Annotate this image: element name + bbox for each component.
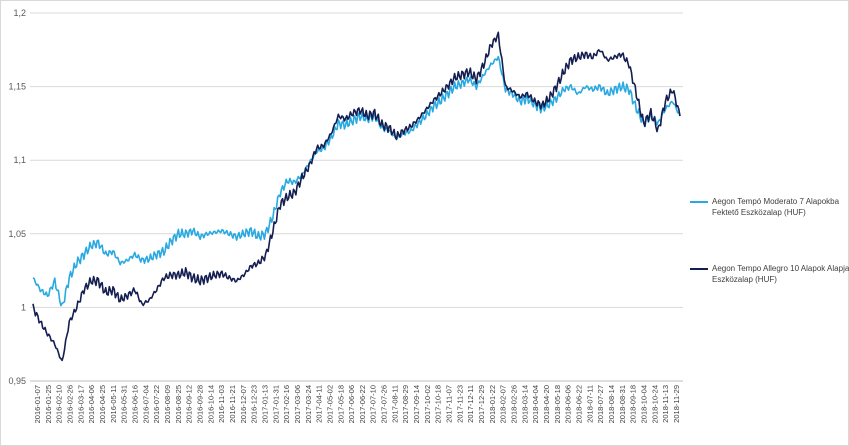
x-tick-label: 2017-03-24 xyxy=(304,385,313,423)
x-tick-label: 2016-12-23 xyxy=(250,385,259,423)
x-tick-label: 2016-01-25 xyxy=(44,385,53,423)
x-axis-ticks: 2016-01-07 2016-01-25 2016-02-10 2016-02-26… xyxy=(33,385,681,423)
legend-label-allegro: Aegon Tempo Allegro 10 Alapok Alapja Esz… xyxy=(712,264,849,284)
x-tick-label: 2016-12-07 xyxy=(239,385,248,423)
x-tick-label: 2018-10-04 xyxy=(640,385,649,423)
x-tick-label: 2017-05-18 xyxy=(336,385,345,423)
x-tick-label: 2017-08-11 xyxy=(390,385,399,423)
x-tick-label: 2018-08-31 xyxy=(618,385,627,423)
x-tick-label: 2016-08-09 xyxy=(163,385,172,423)
legend-item-moderato: Aegon Tempó Moderato 7 Alapokba Fektető … xyxy=(690,196,845,220)
x-tick-label: 2018-11-13 xyxy=(661,385,670,423)
x-tick-label: 2016-03-17 xyxy=(76,385,85,423)
y-tick-label: 1 xyxy=(21,302,26,312)
x-tick-label: 2017-02-16 xyxy=(282,385,291,423)
x-tick-label: 2016-01-07 xyxy=(33,385,42,423)
x-tick-label: 2018-09-18 xyxy=(629,385,638,423)
grid-lines xyxy=(30,12,683,308)
x-tick-label: 2017-10-18 xyxy=(434,385,443,423)
x-tick-label: 2018-04-04 xyxy=(531,385,540,423)
x-tick-label: 2017-11-23 xyxy=(455,385,464,423)
x-tick-label: 2016-07-22 xyxy=(152,385,161,423)
x-tick-label: 2016-06-16 xyxy=(130,385,139,423)
y-tick-label: 1,1 xyxy=(13,155,26,165)
x-tick-label: 2016-10-14 xyxy=(206,385,215,423)
x-tick-label: 2018-06-22 xyxy=(575,385,584,423)
y-axis-ticks: 0,95 1 1,05 1,1 1,15 1,2 xyxy=(8,8,26,386)
x-tick-label: 2017-06-22 xyxy=(358,385,367,423)
x-tick-label: 2016-09-12 xyxy=(185,385,194,423)
x-tick-label: 2016-09-28 xyxy=(195,385,204,423)
x-tick-label: 2018-10-24 xyxy=(650,385,659,423)
x-tick-label: 2018-05-18 xyxy=(553,385,562,423)
y-tick-label: 1,2 xyxy=(13,8,26,18)
x-tick-label: 2016-11-03 xyxy=(217,385,226,423)
x-tick-label: 2018-01-22 xyxy=(488,385,497,423)
x-tick-label: 2016-02-26 xyxy=(65,385,74,423)
x-tick-label: 2017-11-07 xyxy=(445,385,454,423)
x-tick-label: 2018-07-27 xyxy=(596,385,605,423)
y-tick-label: 1,15 xyxy=(8,82,26,92)
x-tick-label: 2017-07-26 xyxy=(380,385,389,423)
x-tick-label: 2017-10-02 xyxy=(423,385,432,423)
x-tick-label: 2017-08-29 xyxy=(401,385,410,423)
x-tick-label: 2018-11-29 xyxy=(672,385,681,423)
x-tick-label: 2017-12-11 xyxy=(466,385,475,423)
y-tick-label: 1,05 xyxy=(8,229,26,239)
x-tick-label: 2017-07-10 xyxy=(369,385,378,423)
x-tick-label: 2018-02-26 xyxy=(510,385,519,423)
x-tick-label: 2016-05-11 xyxy=(109,385,118,423)
x-tick-label: 2017-01-13 xyxy=(260,385,269,423)
x-tick-label: 2017-12-29 xyxy=(477,385,486,423)
legend-item-allegro: Aegon Tempo Allegro 10 Alapok Alapja Esz… xyxy=(690,263,849,287)
series-line-moderato xyxy=(32,55,681,307)
x-tick-label: 2017-05-02 xyxy=(325,385,334,423)
x-tick-label: 2017-09-14 xyxy=(412,385,421,423)
x-tick-label: 2018-02-07 xyxy=(499,385,508,423)
series-line-allegro xyxy=(32,31,681,362)
x-tick-label: 2016-08-25 xyxy=(174,385,183,423)
legend-label-moderato: Aegon Tempó Moderato 7 Alapokba Fektető … xyxy=(712,197,840,217)
x-tick-label: 2016-04-06 xyxy=(87,385,96,423)
x-tick-label: 2016-05-31 xyxy=(120,385,129,423)
x-tick-label: 2016-04-25 xyxy=(98,385,107,423)
legend-swatch-moderato xyxy=(690,201,708,203)
x-tick-label: 2018-06-06 xyxy=(564,385,573,423)
x-tick-label: 2017-04-11 xyxy=(315,385,324,423)
x-tick-label: 2017-03-06 xyxy=(293,385,302,423)
series-lines xyxy=(32,31,681,362)
x-tick-label: 2018-07-11 xyxy=(585,385,594,423)
x-tick-label: 2016-02-10 xyxy=(55,385,64,423)
legend-swatch-allegro xyxy=(690,268,708,270)
y-tick-label: 0,95 xyxy=(8,376,26,386)
x-tick-label: 2017-06-06 xyxy=(347,385,356,423)
x-tick-label: 2018-08-14 xyxy=(607,385,616,423)
x-tick-label: 2016-07-04 xyxy=(141,385,150,423)
x-tick-label: 2018-03-14 xyxy=(520,385,529,423)
x-tick-label: 2016-11-21 xyxy=(228,385,237,423)
x-tick-label: 2018-04-20 xyxy=(542,385,551,423)
x-tick-label: 2017-01-31 xyxy=(271,385,280,423)
